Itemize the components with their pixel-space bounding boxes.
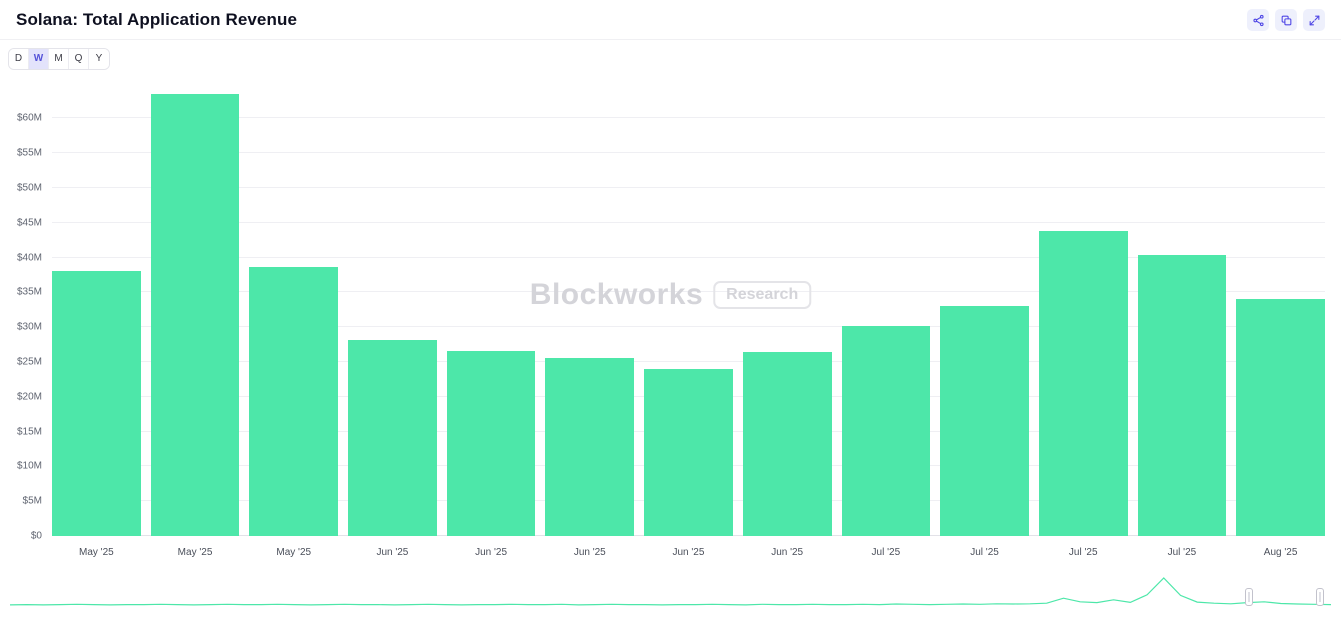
y-gridline xyxy=(52,221,1325,223)
x-tick-label: Aug '25 xyxy=(1263,546,1298,558)
y-tick-label: $5M xyxy=(22,495,42,507)
time-range-w[interactable]: W xyxy=(29,49,49,69)
y-axis-labels: $0 $5M $10M $15M $20M $25M $30M $35M $40M $45M $50… xyxy=(0,80,46,542)
navigator[interactable] xyxy=(10,572,1331,612)
y-gridline xyxy=(52,326,1325,328)
x-tick-label: Jul '25 xyxy=(871,546,901,558)
bar[interactable] xyxy=(940,306,1029,536)
bar[interactable] xyxy=(841,326,931,536)
y-gridline xyxy=(52,256,1325,258)
y-tick-label: $50M xyxy=(16,182,42,194)
y-tick-label: $40M xyxy=(16,252,42,264)
time-range-y[interactable]: Y xyxy=(89,49,109,69)
bar[interactable] xyxy=(1038,231,1128,536)
bar[interactable] xyxy=(644,368,733,536)
chart-area: $0 $5M $10M $15M $20M $25M $30M $35M $40M $45M $50… xyxy=(0,74,1341,564)
bar[interactable] xyxy=(348,339,437,536)
y-tick-label: $30M xyxy=(16,321,42,333)
navigator-handle[interactable] xyxy=(1245,588,1254,606)
y-tick-label: $20M xyxy=(16,391,42,403)
plot-area xyxy=(52,80,1325,536)
x-tick-label: May '25 xyxy=(177,546,213,558)
navigator-sparkline xyxy=(10,572,1331,612)
time-range-q[interactable]: Q xyxy=(69,49,89,69)
x-tick-label: Jun '25 xyxy=(475,546,508,558)
y-gridline xyxy=(52,291,1325,293)
navigator-handle[interactable] xyxy=(1316,588,1325,606)
share-button[interactable] xyxy=(1247,9,1269,31)
bar[interactable] xyxy=(545,357,635,536)
y-tick-label: $15M xyxy=(16,426,42,438)
y-tick-label: $25M xyxy=(16,356,42,368)
y-gridline xyxy=(52,360,1325,362)
bars xyxy=(52,80,1325,536)
x-tick-label: Jun '25 xyxy=(573,546,606,558)
x-tick-label: May '25 xyxy=(276,546,312,558)
bar[interactable] xyxy=(150,93,240,536)
header-actions xyxy=(1247,9,1325,31)
copy-icon xyxy=(1281,15,1291,25)
y-tick-label: $60M xyxy=(16,112,42,124)
header: Solana: Total Application Revenue xyxy=(0,0,1341,40)
x-tick-label: Jul '25 xyxy=(1167,546,1197,558)
x-tick-label: Jul '25 xyxy=(1068,546,1098,558)
y-tick-label: $55M xyxy=(16,147,42,159)
y-gridline xyxy=(52,152,1325,154)
x-tick-label: Jul '25 xyxy=(970,546,999,558)
y-tick-label: $45M xyxy=(16,217,42,229)
expand-icon xyxy=(1309,15,1319,25)
bar[interactable] xyxy=(249,266,339,536)
time-range-m[interactable]: M xyxy=(49,49,69,69)
x-tick-label: Jun '25 xyxy=(771,546,804,558)
y-gridline xyxy=(52,117,1325,119)
y-tick-label: $35M xyxy=(16,286,42,298)
y-tick-label: $10M xyxy=(16,460,42,472)
copy-button[interactable] xyxy=(1275,9,1297,31)
y-gridline xyxy=(52,186,1325,188)
bar[interactable] xyxy=(446,350,536,536)
x-tick-label: Jun '25 xyxy=(376,546,409,558)
page-title: Solana: Total Application Revenue xyxy=(16,10,298,29)
bar[interactable] xyxy=(742,352,832,536)
bar[interactable] xyxy=(52,271,141,536)
share-icon xyxy=(1252,14,1264,26)
y-tick-label: $0 xyxy=(30,530,42,542)
x-tick-label: Jun '25 xyxy=(672,546,705,558)
expand-button[interactable] xyxy=(1303,9,1325,31)
bar[interactable] xyxy=(1137,255,1227,536)
x-tick-label: May '25 xyxy=(78,546,114,558)
bar[interactable] xyxy=(1236,299,1325,536)
time-range-d[interactable]: D xyxy=(9,49,29,69)
x-axis-labels: May '25 May '25 May '25 Jun '25 Jun '25 Jun '… xyxy=(52,540,1325,564)
